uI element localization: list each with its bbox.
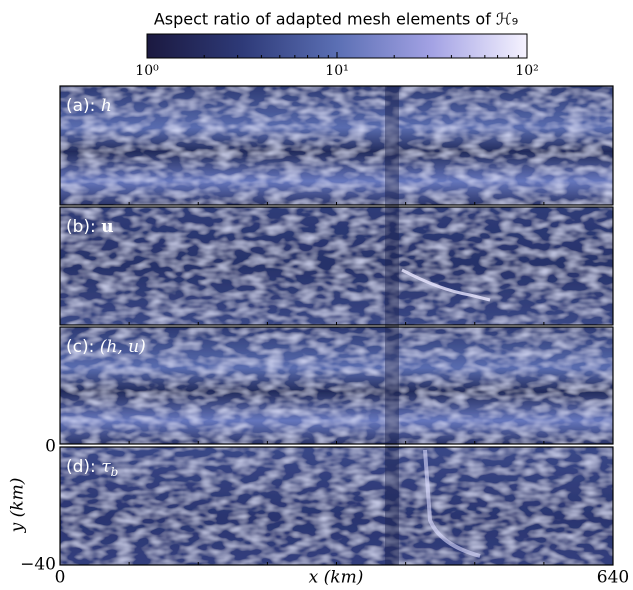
panel-tag: (d): bbox=[66, 457, 96, 477]
panel-symbol: h bbox=[101, 96, 112, 116]
panel-tag: (c): bbox=[66, 337, 94, 357]
x-tick-label: 0 bbox=[55, 568, 66, 588]
y-axis-label: y (km) bbox=[8, 478, 28, 534]
panel-label: (b): u bbox=[66, 217, 114, 238]
colorbar-tick-label: 10⁰ bbox=[135, 63, 159, 79]
panel-label: (a): h bbox=[66, 96, 112, 117]
panel-tag: (b): bbox=[66, 217, 96, 237]
colorbar-tick-label: 10² bbox=[515, 63, 538, 79]
panel-image bbox=[60, 86, 613, 205]
y-tick-label: 0 bbox=[45, 437, 56, 457]
figure: Aspect ratio of adapted mesh elements of… bbox=[0, 0, 633, 590]
x-axis-label: x (km) bbox=[309, 568, 364, 588]
x-tick-label: 640 bbox=[597, 568, 629, 588]
panel-subscript: b bbox=[111, 465, 119, 479]
colorbar-tick-label: 10¹ bbox=[325, 63, 348, 79]
panel-label: (d): τb bbox=[66, 457, 118, 479]
panel-image bbox=[60, 207, 613, 325]
panel-symbol: u bbox=[101, 217, 113, 237]
colorbar-title: Aspect ratio of adapted mesh elements of… bbox=[154, 10, 518, 29]
panel-symbol: (h, u) bbox=[100, 337, 146, 357]
panel-tag: (a): bbox=[66, 96, 95, 116]
y-tick-label: −40 bbox=[20, 555, 56, 575]
panel-label: (c): (h, u) bbox=[66, 337, 146, 358]
panel-image bbox=[60, 447, 613, 565]
